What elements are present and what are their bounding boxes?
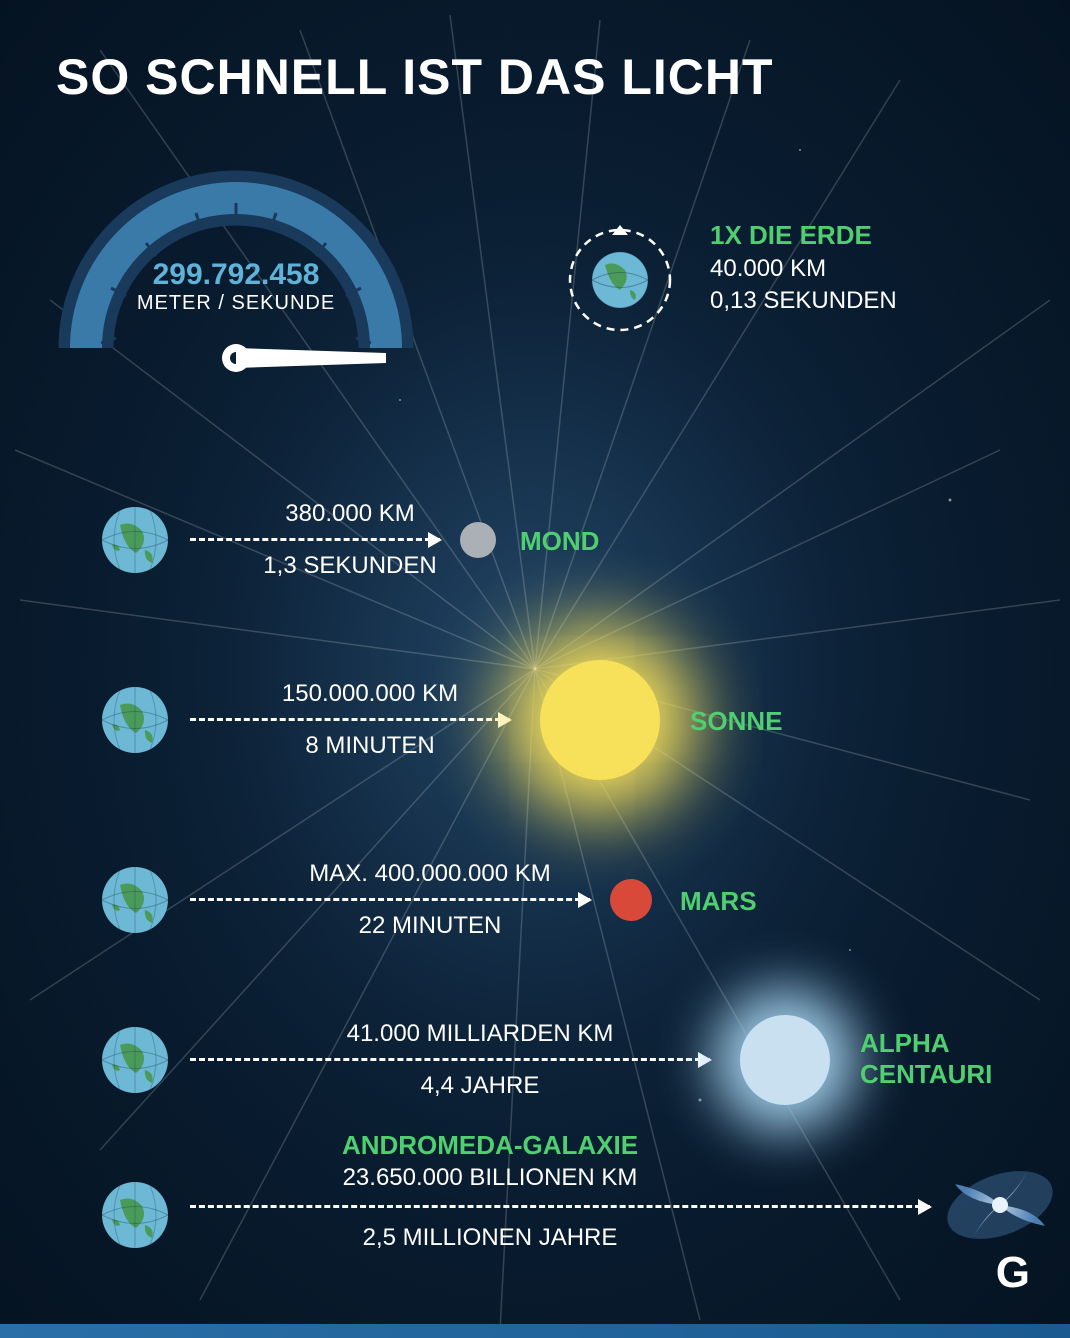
earth-icon (100, 1025, 170, 1095)
distance-text: 150.000.000 KM (282, 680, 458, 708)
distance-row-mars: MAX. 400.000.000 KM 22 MINUTEN MARS (100, 860, 1010, 940)
distance-row-alpha-centauri: 41.000 MILLIARDEN KM 4,4 JAHRE ALPHACENT… (100, 1020, 1010, 1100)
andromeda-label: ANDROMEDA-GALAXIE (342, 1130, 638, 1161)
speed-gauge: 299.792.458 METER / SEKUNDE (56, 168, 416, 388)
target-body-icon (610, 879, 652, 921)
earth-orbit-time: 0,13 SEKUNDEN (710, 287, 897, 315)
earth-orbit-icon (560, 220, 680, 340)
arrow-line (190, 718, 510, 721)
target-body-icon (460, 522, 496, 558)
time-text: 1,3 SEKUNDEN (263, 552, 436, 580)
arrow-line (190, 1058, 710, 1061)
arrow-line (190, 1205, 930, 1208)
gauge-value: 299.792.458 (56, 258, 416, 292)
distance-row-andromeda: ANDROMEDA-GALAXIE 23.650.000 BILLIONEN K… (100, 1160, 1010, 1270)
distance-text: 23.650.000 BILLIONEN KM (343, 1164, 638, 1192)
earth-icon (100, 685, 170, 755)
time-text: 8 MINUTEN (305, 732, 434, 760)
earth-orbit-text: 1X DIE ERDE 40.000 KM 0,13 SEKUNDEN (710, 220, 897, 315)
target-label: ALPHACENTAURI (860, 1028, 992, 1090)
page-title: SO SCHNELL IST DAS LICHT (56, 48, 774, 106)
earth-icon (100, 505, 170, 575)
distance-row-mond: 380.000 KM 1,3 SEKUNDEN MOND (100, 500, 1010, 580)
gauge-unit: METER / SEKUNDE (56, 292, 416, 315)
target-body-icon (740, 1015, 830, 1105)
bottom-accent-bar (0, 1324, 1070, 1338)
earth-icon (100, 865, 170, 935)
distance-text: 41.000 MILLIARDEN KM (347, 1020, 614, 1048)
brand-logo: G (996, 1248, 1030, 1298)
arrow-line (190, 538, 440, 541)
target-label: MOND (520, 526, 599, 557)
distance-row-sonne: 150.000.000 KM 8 MINUTEN SONNE (100, 680, 1010, 760)
target-label: SONNE (690, 706, 782, 737)
earth-orbit-distance: 40.000 KM (710, 255, 897, 283)
earth-icon (100, 1180, 170, 1250)
time-text: 4,4 JAHRE (421, 1072, 540, 1100)
arrow-line (190, 898, 590, 901)
earth-orbit-label: 1X DIE ERDE (710, 220, 897, 251)
target-label: MARS (680, 886, 757, 917)
time-text: 2,5 MILLIONEN JAHRE (363, 1224, 618, 1252)
distance-text: 380.000 KM (285, 500, 414, 528)
galaxy-icon (940, 1150, 1060, 1260)
target-body-icon (540, 660, 660, 780)
distance-text: MAX. 400.000.000 KM (309, 860, 550, 888)
time-text: 22 MINUTEN (359, 912, 502, 940)
